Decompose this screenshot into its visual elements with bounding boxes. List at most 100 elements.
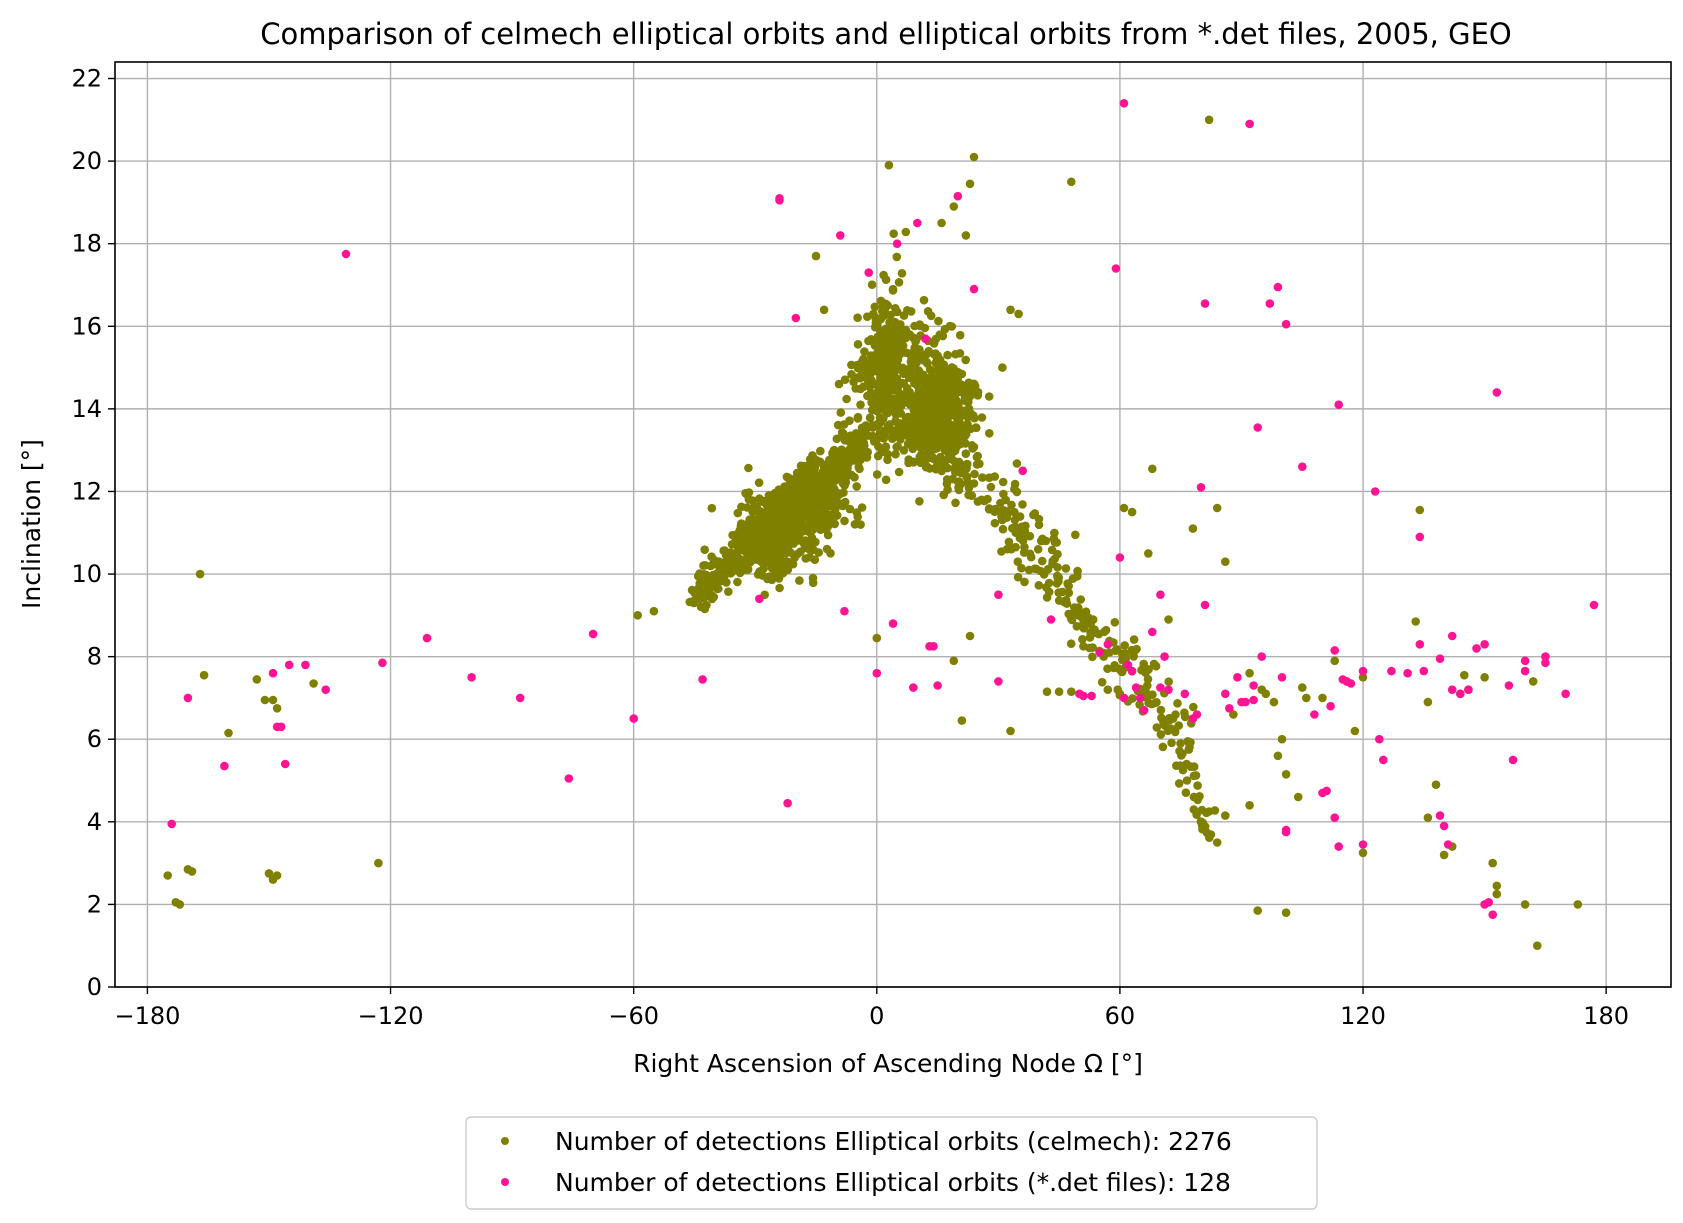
det-file-point (1330, 646, 1339, 655)
celmech-point (918, 383, 928, 393)
celmech-point (1014, 309, 1023, 319)
celmech-point (875, 430, 885, 440)
celmech-point (940, 366, 950, 376)
celmech-point (1439, 850, 1449, 860)
celmech-point (1181, 788, 1191, 797)
celmech-point (917, 422, 927, 431)
celmech-point (837, 445, 846, 455)
det-file-point (1443, 840, 1453, 849)
celmech-point (801, 525, 811, 535)
celmech-point (892, 361, 901, 371)
celmech-point (1020, 577, 1029, 587)
celmech-point (1144, 698, 1153, 708)
celmech-point (786, 539, 795, 549)
celmech-point (830, 450, 839, 460)
celmech-point (260, 695, 270, 705)
celmech-point (984, 392, 994, 401)
y-axis-label: Inclination [°] (17, 439, 46, 609)
celmech-point (997, 506, 1007, 515)
celmech-point (957, 369, 967, 379)
celmech-point (956, 466, 965, 475)
celmech-point (787, 506, 796, 515)
det-file-point (1281, 319, 1291, 329)
y-tick-label: 14 (71, 395, 102, 423)
celmech-point (990, 518, 1000, 528)
celmech-point (847, 456, 857, 465)
celmech-point (918, 394, 927, 404)
celmech-point (807, 462, 816, 471)
celmech-point (1006, 305, 1015, 315)
celmech-point (861, 362, 870, 372)
celmech-point (808, 573, 818, 583)
celmech-point (772, 516, 781, 525)
celmech-point (1132, 644, 1141, 654)
det-file-point (1281, 827, 1291, 837)
celmech-point (766, 528, 775, 537)
celmech-point (897, 269, 907, 278)
x-tick-label: −120 (358, 1002, 424, 1030)
celmech-point (845, 504, 855, 514)
celmech-point (1144, 665, 1153, 674)
det-file-point (1370, 487, 1380, 496)
celmech-point (860, 347, 869, 356)
celmech-point (743, 521, 752, 530)
celmech-point (892, 252, 902, 262)
celmech-point (1358, 848, 1368, 858)
celmech-point (1281, 770, 1291, 779)
celmech-point (707, 594, 717, 604)
celmech-point (811, 537, 820, 547)
det-file-point (1233, 673, 1242, 682)
celmech-point (885, 425, 894, 434)
celmech-point (853, 340, 863, 349)
celmech-point (1063, 579, 1072, 588)
celmech-point (1073, 572, 1082, 581)
det-file-point (1127, 666, 1137, 676)
celmech-point (1188, 524, 1198, 533)
y-tick-label: 18 (71, 230, 102, 258)
celmech-point (934, 393, 943, 402)
det-file-point (1346, 679, 1356, 688)
celmech-point (1062, 599, 1072, 608)
celmech-point (867, 280, 877, 290)
celmech-point (911, 370, 920, 380)
celmech-point (766, 538, 776, 547)
celmech-point (1520, 900, 1530, 909)
celmech-point (910, 416, 919, 426)
celmech-point (744, 463, 753, 473)
celmech-point (1533, 941, 1542, 950)
celmech-point (798, 466, 808, 475)
det-file-point (1119, 693, 1129, 703)
celmech-point (1103, 685, 1113, 694)
celmech-point (896, 344, 905, 354)
det-file-point (1135, 693, 1145, 703)
celmech-point (699, 561, 708, 570)
det-file-point (1018, 466, 1027, 476)
celmech-point (888, 342, 897, 351)
det-file-point (783, 798, 792, 808)
celmech-point (951, 349, 960, 359)
celmech-point (1193, 781, 1202, 790)
det-file-point (1310, 710, 1319, 719)
celmech-point (777, 541, 787, 551)
celmech-point (770, 491, 780, 501)
celmech-point (864, 373, 873, 383)
celmech-point (1186, 762, 1196, 771)
det-file-point (921, 334, 930, 344)
celmech-point (1183, 737, 1192, 746)
celmech-point (817, 484, 826, 494)
celmech-point (934, 316, 943, 326)
celmech-point (876, 326, 885, 336)
celmech-point (963, 383, 973, 392)
celmech-point (764, 554, 773, 563)
celmech-point (1042, 687, 1052, 696)
celmech-point (1492, 889, 1502, 899)
celmech-point (854, 462, 864, 472)
celmech-point (1152, 723, 1162, 732)
celmech-point (961, 449, 971, 459)
celmech-point (961, 460, 970, 470)
celmech-point (1273, 751, 1283, 761)
det-file-point (913, 218, 922, 228)
celmech-point (909, 458, 918, 467)
y-axis-ticks: 0 2 4 6 8 10 12 14 16 18 20 22 (71, 65, 115, 1001)
det-file-point (280, 759, 290, 769)
